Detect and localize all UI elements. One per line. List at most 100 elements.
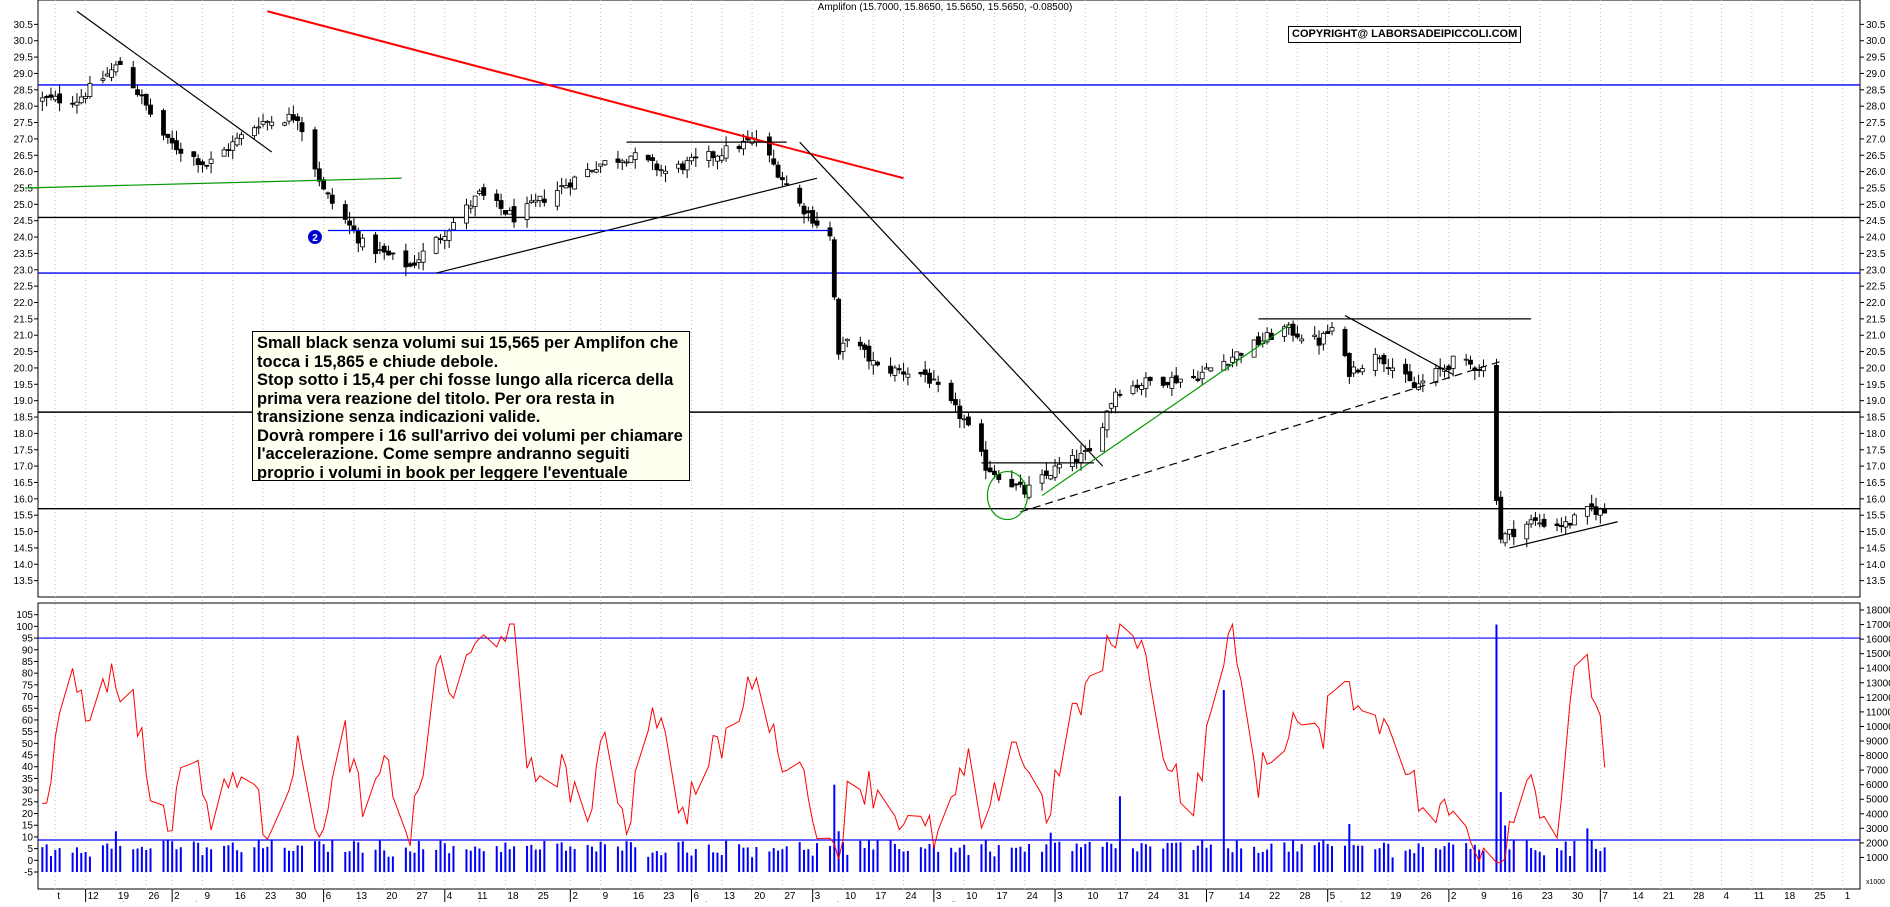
x-tick-label: 25 — [1814, 891, 1826, 902]
candle-body — [715, 155, 720, 162]
candle-body — [628, 155, 634, 164]
price-y-label-left: 25.5 — [14, 183, 34, 194]
candle-body — [1139, 385, 1144, 390]
candle-body — [117, 60, 123, 65]
price-y-label-right: 30.5 — [1866, 20, 1886, 31]
x-tick-label: 13 — [724, 891, 736, 902]
vol-y-label: 14000 — [1866, 664, 1890, 675]
price-y-label-left: 14.5 — [14, 543, 34, 554]
price-y-label-right: 15.0 — [1866, 527, 1886, 538]
candle-body — [1204, 367, 1209, 370]
candle-body — [481, 187, 487, 196]
vol-y-label: 7000 — [1866, 766, 1889, 777]
x-tick-label: 16 — [633, 891, 645, 902]
candle-body — [632, 152, 638, 160]
candle-body — [446, 230, 452, 241]
price-y-label-right: 17.5 — [1866, 445, 1886, 456]
x-tick-label: 24 — [1148, 891, 1160, 902]
candle-body — [498, 200, 504, 209]
candle-body — [1498, 496, 1504, 540]
price-y-label-left: 23.0 — [14, 265, 34, 276]
candle-body — [1589, 503, 1595, 508]
candle-body — [282, 122, 288, 126]
price-y-label-left: 23.5 — [14, 249, 34, 260]
price-y-label-right: 22.5 — [1866, 282, 1886, 293]
candle-body — [433, 236, 439, 254]
vol-y-label: 17000 — [1866, 620, 1890, 631]
candle-body — [1377, 357, 1383, 360]
candle-body — [195, 158, 201, 166]
candle-body — [779, 177, 785, 181]
candle-body — [888, 365, 893, 374]
candle-body — [1113, 391, 1119, 407]
osc-y-label: 75 — [22, 680, 34, 691]
marker-circle — [307, 230, 322, 245]
candle-body — [416, 259, 422, 263]
candle-body — [234, 137, 240, 146]
candle-body — [312, 129, 318, 170]
price-y-label-left: 18.0 — [14, 429, 34, 440]
candle-body — [87, 83, 93, 98]
x-tick-label: 7 — [1209, 891, 1215, 902]
candle-body — [204, 164, 210, 167]
candle-body — [1494, 364, 1499, 501]
vol-y-label: 15000 — [1866, 649, 1890, 660]
candle-body — [602, 160, 608, 166]
candle-body — [1528, 519, 1534, 525]
candle-body — [1230, 356, 1235, 363]
x-tick-label: 17 — [875, 891, 887, 902]
candle-body — [1407, 371, 1413, 382]
candle-body — [810, 210, 816, 224]
price-y-label-left: 20.0 — [14, 363, 34, 374]
candle-body — [1225, 363, 1231, 366]
price-y-label-right: 26.0 — [1866, 167, 1886, 178]
trendline — [1041, 324, 1290, 497]
vol-y-label: 18000 — [1866, 606, 1890, 617]
price-y-label-right: 19.5 — [1866, 380, 1886, 391]
annotation-box: Small black senza volumi sui 15,565 per … — [252, 331, 690, 481]
oscillator-line — [42, 622, 1606, 864]
candle-body — [927, 372, 932, 384]
candle-body — [1502, 533, 1508, 544]
candle-body — [1355, 369, 1361, 373]
candle-body — [619, 160, 625, 163]
candle-body — [1450, 355, 1456, 369]
candle-body — [1541, 518, 1547, 527]
candle-body — [200, 161, 205, 166]
osc-y-label: 80 — [22, 669, 34, 680]
candle-body — [135, 89, 140, 96]
candle-body — [83, 95, 89, 99]
x-tick-label: 10 — [845, 891, 857, 902]
candle-body — [420, 250, 426, 263]
osc-y-label: 35 — [22, 774, 34, 785]
price-y-label-left: 21.5 — [14, 314, 34, 325]
candle-body — [615, 158, 621, 163]
candle-body — [693, 156, 699, 159]
candle-body — [1446, 365, 1452, 370]
candle-body — [784, 183, 790, 186]
candle-body — [719, 155, 725, 161]
price-y-label-left: 20.5 — [14, 347, 34, 358]
candle-body — [1584, 506, 1590, 517]
x-tick-label: 27 — [417, 891, 429, 902]
candle-body — [836, 298, 842, 355]
candle-body — [896, 368, 902, 371]
candle-body — [567, 182, 573, 188]
candle-body — [1299, 338, 1305, 342]
price-y-label-right: 24.0 — [1866, 233, 1886, 244]
x-tick-label: 10 — [966, 891, 978, 902]
price-y-label-left: 30.0 — [14, 36, 34, 47]
candle-body — [1039, 474, 1045, 484]
x-tick-label: 14 — [1239, 891, 1251, 902]
x-tick-label: 3 — [1057, 891, 1063, 902]
x-tick-label: 11 — [477, 891, 488, 902]
candle-body — [109, 69, 114, 78]
candle-body — [239, 134, 244, 140]
price-y-label-right: 22.0 — [1866, 298, 1886, 309]
price-y-label-right: 16.0 — [1866, 494, 1886, 505]
x-tick-label: 9 — [204, 891, 210, 902]
vol-y-label: 2000 — [1866, 838, 1889, 849]
price-y-label-left: 26.5 — [14, 151, 34, 162]
marker-label: 2 — [312, 233, 318, 244]
